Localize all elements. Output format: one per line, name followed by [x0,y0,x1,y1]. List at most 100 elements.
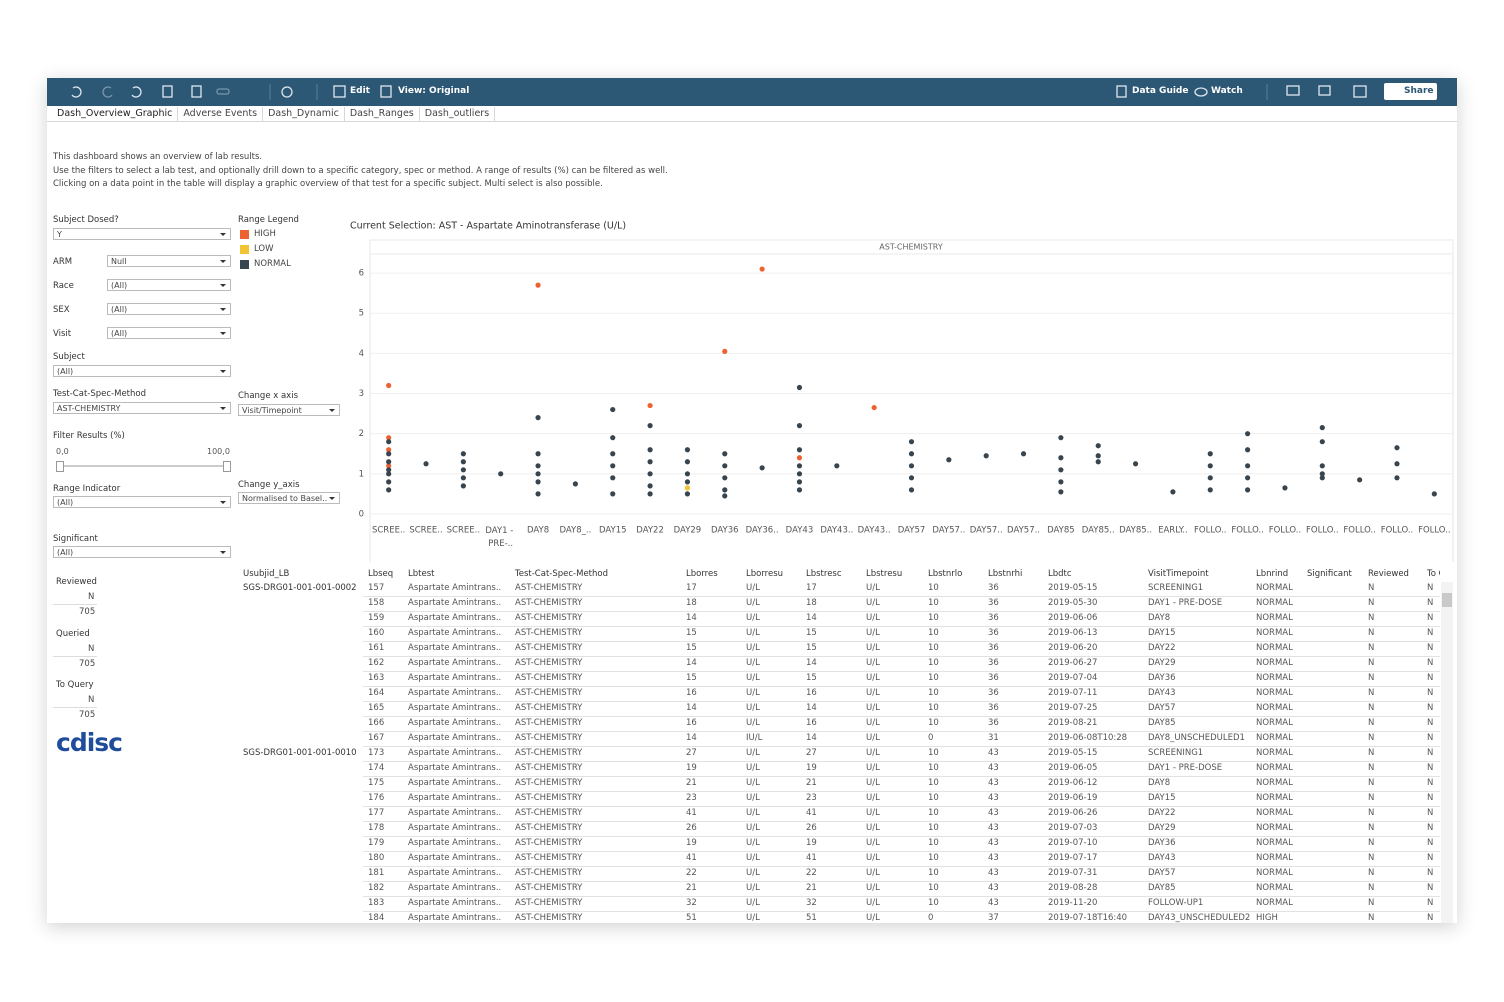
table-cell: 10 [928,718,939,728]
view-button[interactable]: View: Original [398,86,470,96]
table-cell: 166 [368,718,385,728]
table-cell: Aspartate Amintrans.. [408,748,502,758]
count-value: 705 [79,607,96,617]
table-cell: U/L [866,688,880,698]
column-header: Reviewed [1368,569,1409,579]
count-flag: N [88,592,95,602]
tab-bar [47,106,1457,122]
table-cell: NORMAL [1256,808,1293,818]
table-cell: 21 [686,778,697,788]
table-cell: NORMAL [1256,838,1293,848]
table-cell: NORMAL [1256,793,1293,803]
tab[interactable]: Adverse Events [178,107,264,121]
table-cell: NORMAL [1256,853,1293,863]
metrics-icon[interactable] [281,86,293,98]
view-icon[interactable] [380,85,392,98]
table-cell: N [1427,853,1434,863]
data-table: Usubjid_LB Lbseq Lbtest Test-Cat-Spec-Metho… [240,566,1440,923]
table-cell: 22 [686,868,697,878]
table-cell: 36 [988,703,999,713]
edit-icon[interactable] [333,85,346,98]
data-guide-icon[interactable] [1116,85,1127,98]
table-cell: U/L [866,583,880,593]
table-cell: 2019-08-21 [1048,718,1098,728]
tab[interactable]: Dash_outliers [420,107,496,121]
watch-icon[interactable] [1194,87,1208,97]
tab[interactable]: Dash_Overview_Graphic [52,107,179,121]
legend-swatch [240,245,249,254]
table-cell: NORMAL [1256,688,1293,698]
comment-icon[interactable] [1286,85,1300,96]
filter-dropdown[interactable]: Y [53,228,231,240]
axis-dropdown[interactable]: Visit/Timepoint [238,404,340,416]
table-cell: N [1368,868,1375,878]
table-cell: N [1427,583,1434,593]
legend-swatch [240,260,249,269]
table-cell: 2019-07-11 [1048,688,1098,698]
scroll-thumb[interactable] [1442,593,1452,607]
table-cell: HIGH [1256,913,1278,923]
table-cell: DAY1 - PRE-DOSE [1148,598,1223,608]
legend-label: HIGH [254,229,276,239]
table-cell: AST-CHEMISTRY [515,733,583,743]
table-cell: U/L [866,673,880,683]
table-cell: N [1368,898,1375,908]
row-divider [363,911,1440,912]
watch-button[interactable]: Watch [1211,86,1243,96]
table-cell: 27 [686,748,697,758]
refresh-icon[interactable] [162,85,173,98]
filter-label: Filter Results (%) [53,431,125,441]
axis-dropdown[interactable]: Normalised to Basel.. [238,492,340,504]
table-cell: 162 [368,658,385,668]
table-cell: U/L [866,703,880,713]
count-label: Reviewed [56,577,97,587]
count-value: 705 [79,710,96,720]
filter-dropdown[interactable]: (All) [107,327,231,339]
share-button[interactable]: Share [1404,86,1434,96]
table-cell: 2019-07-04 [1048,673,1098,683]
edit-button[interactable]: Edit [350,86,370,96]
table-cell: AST-CHEMISTRY [515,853,583,863]
table-cell: U/L [866,838,880,848]
legend-label: LOW [254,244,274,254]
table-cell: Aspartate Amintrans.. [408,658,502,668]
revert-icon[interactable] [131,86,142,98]
table-cell: AST-CHEMISTRY [515,748,583,758]
slider-handle[interactable] [56,461,64,472]
table-cell: 43 [988,748,999,758]
filter-dropdown[interactable]: (All) [107,303,231,315]
row-divider [363,896,1440,897]
filter-dropdown[interactable]: Null [107,255,231,267]
pause-icon[interactable] [191,85,202,98]
filter-dropdown[interactable]: (All) [53,496,231,508]
table-cell: 159 [368,613,385,623]
tab[interactable]: Dash_Dynamic [263,107,345,121]
table-cell: N [1368,823,1375,833]
filter-dropdown[interactable]: (All) [107,279,231,291]
table-cell: U/L [866,898,880,908]
slider-handle[interactable] [223,461,231,472]
scrollbar[interactable] [1441,582,1453,923]
table-cell: 43 [988,853,999,863]
table-cell: U/L [866,763,880,773]
present-icon[interactable] [1318,85,1331,96]
table-cell: N [1427,763,1434,773]
table-cell: 10 [928,703,939,713]
table-cell: U/L [746,748,760,758]
fullscreen-icon[interactable] [1353,85,1367,98]
data-guide-button[interactable]: Data Guide [1132,86,1189,96]
table-cell: 163 [368,673,385,683]
column-header: To Query [1427,569,1440,579]
table-cell: Aspartate Amintrans.. [408,733,502,743]
filter-dropdown[interactable]: AST-CHEMISTRY [53,402,231,414]
table-cell: AST-CHEMISTRY [515,643,583,653]
table-cell: NORMAL [1256,898,1293,908]
filter-dropdown[interactable]: (All) [53,365,231,377]
table-cell: 43 [988,823,999,833]
filter-label: Race [53,281,74,291]
undo-icon[interactable] [71,86,82,98]
table-cell: Aspartate Amintrans.. [408,628,502,638]
table-cell: 21 [806,883,817,893]
filter-dropdown[interactable]: (All) [53,546,231,558]
tab[interactable]: Dash_Ranges [345,107,420,121]
